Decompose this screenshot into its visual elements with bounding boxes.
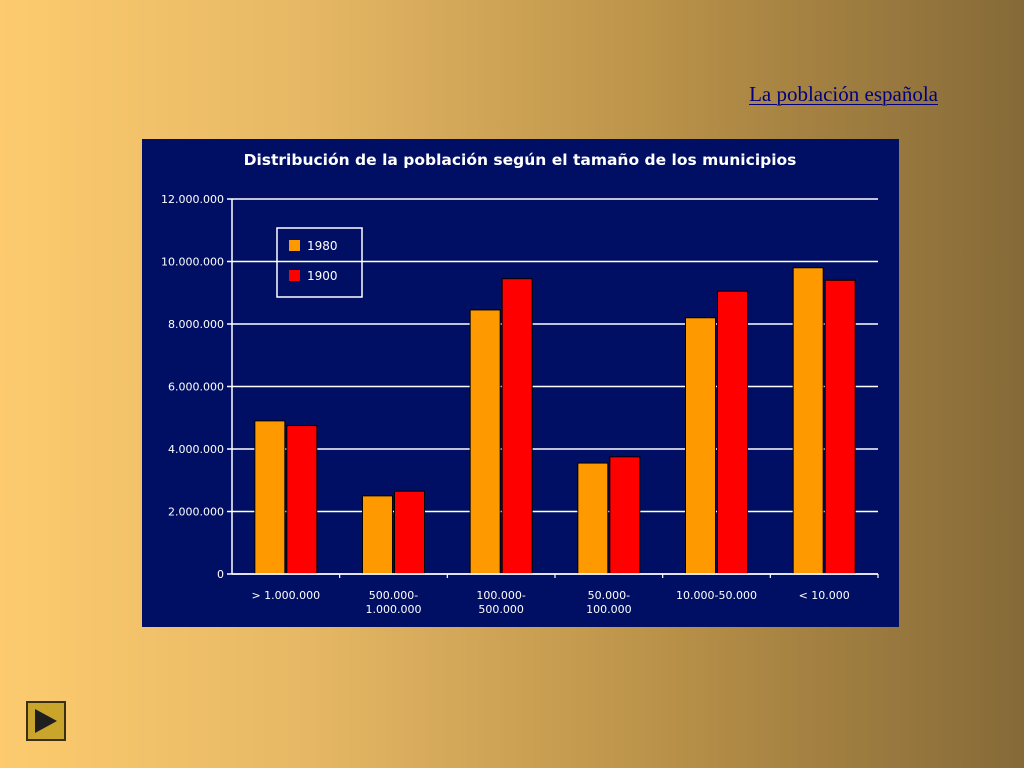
legend-label-1900: 1900 xyxy=(307,269,338,283)
bar-1980 xyxy=(362,495,393,575)
bar-1980 xyxy=(685,317,716,575)
bar-1900 xyxy=(286,425,318,575)
y-tick-label: 10.000.000 xyxy=(161,256,224,269)
x-tick-label: > 1.000.000 xyxy=(251,589,320,602)
bar-1900 xyxy=(717,290,748,575)
x-axis: > 1.000.000 500.000-1.000.000 100.000-500.… xyxy=(232,573,879,616)
bar-1900 xyxy=(394,490,425,575)
bar-1980 xyxy=(469,309,501,575)
y-axis: 0 2.000.000 4.000.000 6.000.000 8.000.000 10.… xyxy=(161,193,233,581)
chart-title: Distribución de la población según el ta… xyxy=(244,151,797,169)
grid-lines xyxy=(232,198,878,575)
y-tick-label: 2.000.000 xyxy=(168,506,224,519)
y-tick-label: 6.000.000 xyxy=(168,381,224,394)
legend-swatch-1980 xyxy=(289,240,300,251)
y-tick-label: 0 xyxy=(217,568,224,581)
legend-box xyxy=(276,227,363,298)
x-tick-label: 10.000-50.000 xyxy=(676,589,757,602)
bar-1900 xyxy=(609,456,641,575)
legend-swatch-1900 xyxy=(289,270,300,281)
y-tick-label: 12.000.000 xyxy=(161,193,224,206)
next-slide-button[interactable] xyxy=(26,701,66,741)
bar-1900 xyxy=(501,278,533,575)
population-chart: Distribución de la población según el ta… xyxy=(142,139,899,627)
x-tick-label: 500.000-1.000.000 xyxy=(366,589,422,616)
x-tick-label: 50.000-100.000 xyxy=(586,589,632,616)
y-tick-label: 8.000.000 xyxy=(168,318,224,331)
x-tick-label: 100.000-500.000 xyxy=(476,589,525,616)
play-icon xyxy=(35,709,57,733)
x-tick-label: < 10.000 xyxy=(799,589,850,602)
bar-1980 xyxy=(792,267,824,575)
bar-1980 xyxy=(577,462,609,575)
bar-1980 xyxy=(254,420,286,575)
legend: 1980 1900 xyxy=(276,227,363,298)
bar-1900 xyxy=(824,279,856,575)
bars xyxy=(254,267,856,575)
legend-label-1980: 1980 xyxy=(307,239,338,253)
y-tick-label: 4.000.000 xyxy=(168,443,224,456)
slide-title: La población española xyxy=(749,82,938,106)
chart-svg: Distribución de la población según el ta… xyxy=(161,151,879,616)
